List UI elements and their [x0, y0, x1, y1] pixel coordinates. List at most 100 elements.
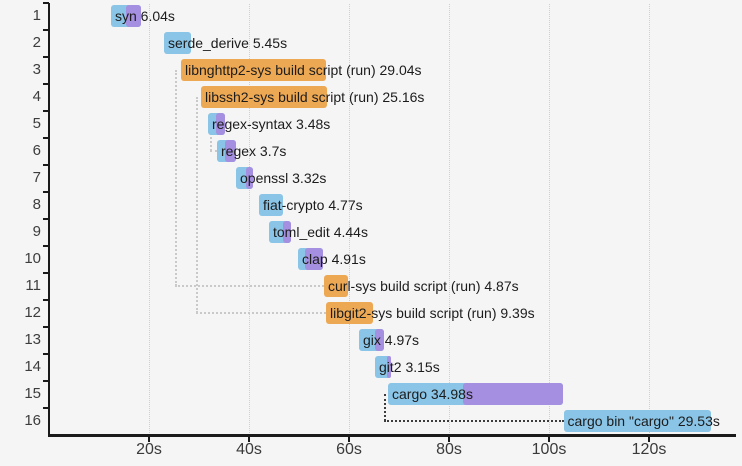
y-row-label-1: 1	[32, 7, 41, 24]
y-axis-tick-8	[43, 190, 49, 193]
bar-fiat-crypto: fiat-crypto 4.77s	[259, 194, 363, 216]
y-axis-tick-3	[43, 55, 49, 58]
dependency-line-vertical	[210, 124, 212, 151]
x-tick-label-40s: 40s	[236, 441, 262, 458]
bar-syn: syn 6.04s	[111, 5, 175, 27]
y-axis-tick-9	[43, 217, 49, 220]
gridline-60s	[348, 4, 350, 433]
y-axis-tick-6	[43, 136, 49, 139]
bar-label: libnghttp2-sys build script (run) 29.04s	[185, 62, 422, 78]
bar-label: regex-syntax 3.48s	[212, 116, 331, 132]
bar-label: libgit2-sys build script (run) 9.39s	[330, 305, 535, 321]
x-tick-label-100s: 100s	[531, 441, 567, 458]
y-row-label-14: 14	[24, 358, 41, 375]
dependency-line-vertical	[196, 97, 198, 313]
bar-label: regex 3.7s	[221, 143, 287, 159]
bar-label: syn 6.04s	[115, 8, 175, 24]
dependency-line-horizontal	[175, 285, 324, 287]
dependency-line-vertical	[384, 394, 386, 421]
y-row-label-8: 8	[32, 196, 41, 213]
dependency-line-horizontal	[210, 150, 217, 152]
dependency-line-vertical	[175, 70, 177, 286]
gridline-80s	[448, 4, 450, 433]
y-row-label-2: 2	[32, 34, 41, 51]
bar-git2: git2 3.15s	[375, 356, 440, 378]
bar-cargo: cargo 34.98s	[388, 383, 563, 405]
bar-regex-syntax: regex-syntax 3.48s	[208, 113, 330, 135]
y-row-label-6: 6	[32, 142, 41, 159]
x-tick-label-80s: 80s	[436, 441, 462, 458]
x-axis-tick-60s	[348, 436, 350, 442]
gridline-100s	[548, 4, 550, 433]
codegen-segment	[305, 248, 323, 270]
codegen-segment	[375, 329, 384, 351]
y-axis-tick-16	[43, 406, 49, 409]
bar-label: libssh2-sys build script (run) 25.16s	[205, 89, 425, 105]
y-row-label-9: 9	[32, 223, 41, 240]
bar-gix: gix 4.97s	[359, 329, 419, 351]
bar-cargo-bin-cargo: cargo bin "cargo" 29.53s	[563, 410, 720, 432]
gridline-40s	[248, 4, 250, 433]
y-row-label-5: 5	[32, 115, 41, 132]
gridline-120s	[648, 4, 650, 433]
dependency-line-horizontal	[196, 312, 326, 314]
x-axis-tick-80s	[448, 436, 450, 442]
y-axis-tick-4	[43, 82, 49, 85]
y-row-label-16: 16	[24, 412, 41, 429]
bar-curl-sys-build-script-run: curl-sys build script (run) 4.87s	[324, 275, 519, 297]
bar-label: clap 4.91s	[302, 251, 366, 267]
y-axis-tick-5	[43, 109, 49, 112]
y-axis-tick-11	[43, 271, 49, 274]
x-axis-tick-100s	[548, 436, 550, 442]
bar-toml-edit: toml_edit 4.44s	[269, 221, 368, 243]
bar-label: cargo 34.98s	[392, 386, 473, 402]
bar-libssh2-sys-build-script-run: libssh2-sys build script (run) 25.16s	[201, 86, 424, 108]
x-axis-tick-40s	[248, 436, 250, 442]
y-row-label-7: 7	[32, 169, 41, 186]
x-axis-line	[48, 434, 736, 437]
x-tick-label-60s: 60s	[336, 441, 362, 458]
y-row-label-11: 11	[25, 277, 41, 294]
x-axis-tick-20s	[148, 436, 150, 442]
codegen-segment	[463, 383, 563, 405]
bar-label: curl-sys build script (run) 4.87s	[328, 278, 519, 294]
dependency-line-horizontal	[384, 420, 564, 422]
y-axis-tick-12	[43, 298, 49, 301]
y-row-label-12: 12	[24, 304, 41, 321]
y-row-label-13: 13	[24, 331, 41, 348]
bar-label: fiat-crypto 4.77s	[263, 197, 363, 213]
y-axis-tick-7	[43, 163, 49, 166]
y-axis-tick-1	[43, 1, 49, 4]
bar-libgit2-sys-build-script-run: libgit2-sys build script (run) 9.39s	[326, 302, 535, 324]
y-axis-line	[48, 3, 50, 436]
bar-regex: regex 3.7s	[217, 140, 286, 162]
bar-label: toml_edit 4.44s	[273, 224, 368, 240]
codegen-segment	[283, 221, 292, 243]
codegen-segment	[126, 5, 142, 27]
bar-clap: clap 4.91s	[298, 248, 366, 270]
bar-openssl: openssl 3.32s	[236, 167, 326, 189]
codegen-segment	[225, 140, 236, 162]
y-row-label-4: 4	[32, 88, 41, 105]
y-axis-tick-15	[43, 379, 49, 382]
bar-label: cargo bin "cargo" 29.53s	[567, 413, 720, 429]
bar-libnghttp2-sys-build-script-run: libnghttp2-sys build script (run) 29.04s	[181, 59, 422, 81]
x-tick-label-20s: 20s	[136, 441, 162, 458]
y-row-label-3: 3	[32, 61, 41, 78]
bar-label: gix 4.97s	[363, 332, 420, 348]
codegen-segment	[246, 167, 253, 189]
y-axis-tick-10	[43, 244, 49, 247]
bar-label: openssl 3.32s	[240, 170, 327, 186]
x-tick-label-120s: 120s	[631, 441, 667, 458]
bar-label: git2 3.15s	[379, 359, 440, 375]
y-axis-tick-13	[43, 325, 49, 328]
y-axis-tick-14	[43, 352, 49, 355]
y-row-label-10: 10	[24, 250, 41, 267]
codegen-segment	[387, 356, 391, 378]
bar-serde-derive: serde_derive 5.45s	[164, 32, 287, 54]
codegen-segment	[216, 113, 226, 135]
y-row-label-15: 15	[24, 385, 41, 402]
y-axis-tick-2	[43, 28, 49, 31]
gridline-20s	[148, 4, 150, 433]
